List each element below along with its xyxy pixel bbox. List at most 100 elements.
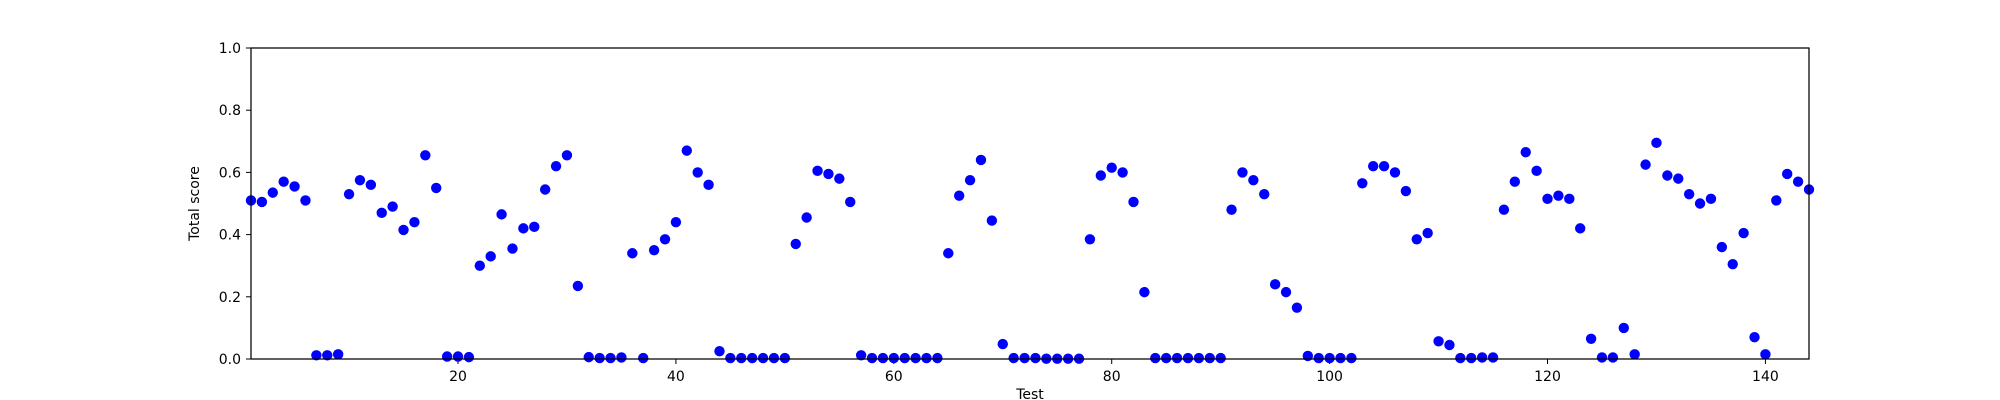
data-point: [736, 352, 747, 364]
data-point: [1139, 286, 1150, 298]
data-point: [986, 215, 998, 226]
x-tick-label: 40: [667, 369, 685, 385]
y-tick-label: 0.4: [219, 228, 241, 244]
data-point: [365, 179, 377, 191]
data-point: [452, 351, 464, 362]
data-point: [1476, 352, 1488, 363]
data-point: [659, 234, 671, 245]
data-point: [409, 216, 420, 228]
data-point: [1760, 349, 1771, 360]
data-point: [1487, 352, 1499, 363]
data-point: [431, 182, 442, 194]
data-point: [1662, 170, 1673, 181]
data-point: [1193, 352, 1205, 364]
data-point: [529, 221, 540, 233]
data-point: [855, 350, 867, 361]
data-point: [1259, 188, 1270, 200]
data-point: [627, 248, 638, 259]
data-point: [953, 190, 965, 201]
data-point: [1629, 349, 1640, 360]
data-point: [1705, 193, 1717, 205]
data-point: [1150, 352, 1161, 364]
data-point: [398, 224, 409, 236]
data-point: [812, 165, 823, 177]
data-point: [354, 174, 366, 186]
x-tick-label: 80: [1103, 369, 1121, 385]
data-point: [1694, 198, 1706, 209]
data-point: [387, 201, 398, 212]
data-point: [474, 260, 485, 271]
data-points: [245, 137, 1815, 364]
data-point: [834, 173, 845, 184]
data-point: [1749, 332, 1760, 343]
data-point: [1291, 302, 1303, 313]
data-point: [964, 174, 976, 186]
data-point: [725, 352, 736, 364]
data-point: [1280, 286, 1292, 298]
data-point: [670, 216, 682, 228]
plot-frame: [250, 47, 1810, 360]
data-point: [376, 207, 387, 219]
data-point: [1782, 168, 1793, 180]
data-point: [692, 167, 703, 178]
data-point: [616, 352, 627, 363]
data-point: [1357, 178, 1368, 189]
data-point: [561, 150, 573, 161]
data-point: [1727, 258, 1738, 270]
data-point: [496, 209, 507, 220]
data-point: [1095, 170, 1107, 181]
data-point: [997, 338, 1008, 350]
data-point: [1520, 146, 1531, 158]
data-point: [583, 351, 594, 363]
data-point: [845, 196, 856, 208]
data-point: [877, 352, 889, 364]
y-tick-label: 0.0: [219, 352, 241, 368]
data-point: [1084, 234, 1096, 245]
data-point: [1313, 352, 1324, 364]
y-axis-label: Total score: [187, 166, 203, 242]
data-point: [1618, 322, 1629, 334]
data-point: [899, 352, 910, 364]
data-point: [1389, 167, 1401, 178]
data-point: [289, 181, 300, 192]
data-point: [322, 350, 333, 361]
data-point: [278, 176, 289, 187]
x-tick-label: 20: [449, 369, 467, 385]
data-point: [1215, 352, 1226, 364]
data-point: [1564, 193, 1575, 205]
y-tick-label: 0.2: [219, 290, 241, 306]
data-point: [1673, 173, 1684, 184]
data-point: [943, 248, 954, 259]
x-tick-label: 60: [885, 369, 903, 385]
data-point: [921, 352, 932, 364]
data-point: [1716, 241, 1728, 253]
data-point: [1509, 176, 1521, 187]
data-point: [1498, 204, 1510, 215]
data-point: [332, 349, 344, 360]
data-point: [1248, 174, 1259, 186]
y-axis-ticks: 0.0 0.2 0.4 0.6 0.8 1.0: [219, 41, 251, 368]
data-point: [1160, 352, 1172, 364]
data-point: [300, 195, 311, 206]
data-point: [539, 184, 551, 195]
data-point: [1411, 234, 1422, 245]
data-point: [1542, 193, 1553, 205]
data-point: [1128, 196, 1139, 208]
data-point: [801, 212, 812, 223]
data-point: [1738, 227, 1749, 239]
data-point: [420, 150, 431, 161]
data-point: [681, 145, 693, 156]
x-axis-ticks: 20 40 60 80 100 120 140: [449, 359, 1779, 385]
data-point: [311, 350, 322, 361]
data-point: [888, 352, 900, 364]
data-point: [1444, 339, 1455, 351]
data-point: [605, 352, 616, 364]
data-point: [1378, 160, 1390, 172]
y-tick-label: 0.6: [219, 165, 241, 181]
data-point: [1771, 195, 1782, 206]
data-point: [1683, 188, 1695, 200]
data-point: [1651, 137, 1662, 149]
data-point: [594, 352, 605, 364]
data-point: [1455, 352, 1466, 364]
